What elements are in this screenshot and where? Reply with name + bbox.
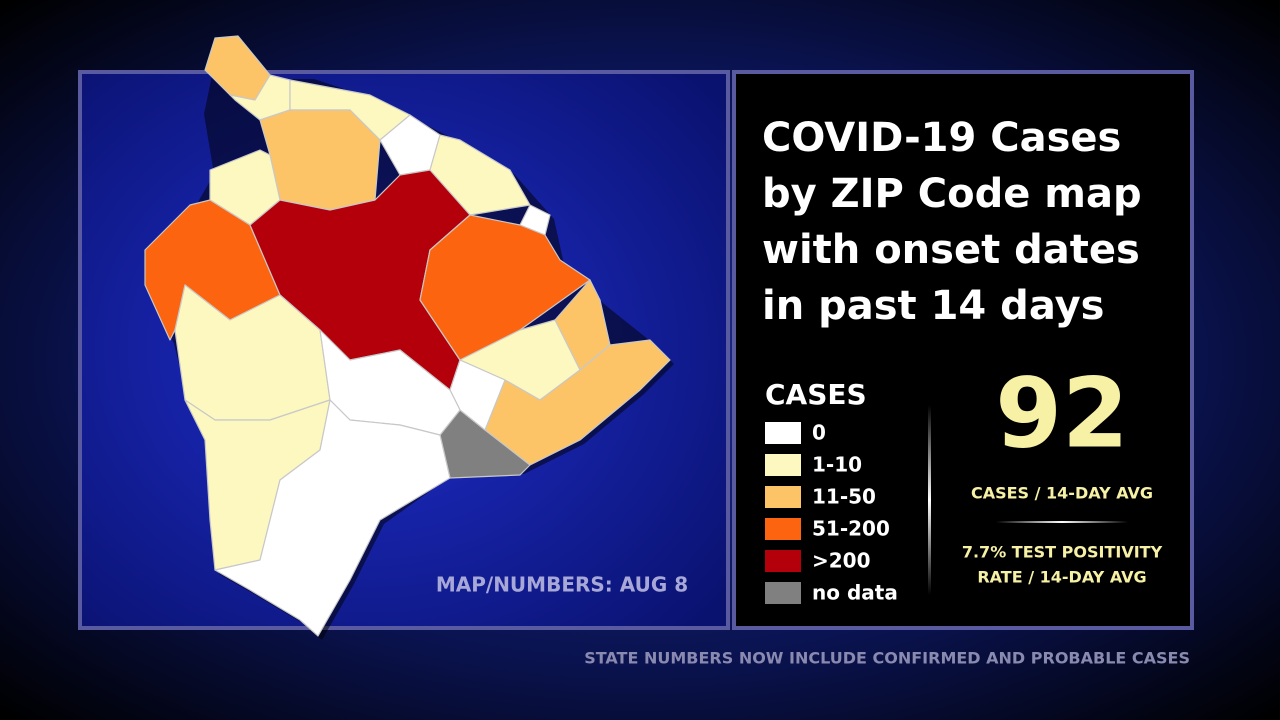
title-line: with onset dates: [762, 227, 1140, 273]
region: [214, 399, 451, 637]
legend-label: 0: [812, 421, 826, 445]
divider: [928, 405, 931, 595]
legend-swatch: [765, 454, 801, 476]
title-line: COVID-19 Cases: [762, 115, 1121, 161]
regions: [144, 35, 671, 637]
legend-label: 11-50: [812, 485, 876, 509]
cases-avg-value: 92: [995, 357, 1129, 469]
info-panel: [732, 70, 1194, 630]
positivity-line: 7.7% TEST POSITIVITY: [962, 543, 1163, 562]
divider: [996, 521, 1128, 523]
legend-label: 1-10: [812, 453, 862, 477]
legend-label: 51-200: [812, 517, 890, 541]
legend: 0 1-10 11-50 51-200 >200 no data: [765, 421, 898, 605]
legend-label: >200: [812, 549, 871, 573]
footer: STATE NUMBERS NOW INCLUDE CONFIRMED AND …: [584, 649, 1190, 668]
region: [419, 214, 591, 361]
title-line: by ZIP Code map: [762, 171, 1142, 217]
map-date: MAP/NUMBERS: AUG 8: [436, 573, 688, 597]
legend-swatch: [765, 422, 801, 444]
legend-swatch: [765, 550, 801, 572]
legend-label: no data: [812, 581, 898, 605]
legend-swatch: [765, 582, 801, 604]
positivity: 7.7% TEST POSITIVITY RATE / 14-DAY AVG: [962, 543, 1163, 587]
legend-title: CASES: [765, 378, 867, 411]
title: COVID-19 Cases by ZIP Code map with onset …: [762, 115, 1142, 329]
legend-swatch: [765, 486, 801, 508]
positivity-line: RATE / 14-DAY AVG: [977, 568, 1146, 587]
region: [449, 359, 506, 431]
cases-avg-label: CASES / 14-DAY AVG: [971, 484, 1153, 503]
legend-swatch: [765, 518, 801, 540]
title-line: in past 14 days: [762, 283, 1104, 329]
